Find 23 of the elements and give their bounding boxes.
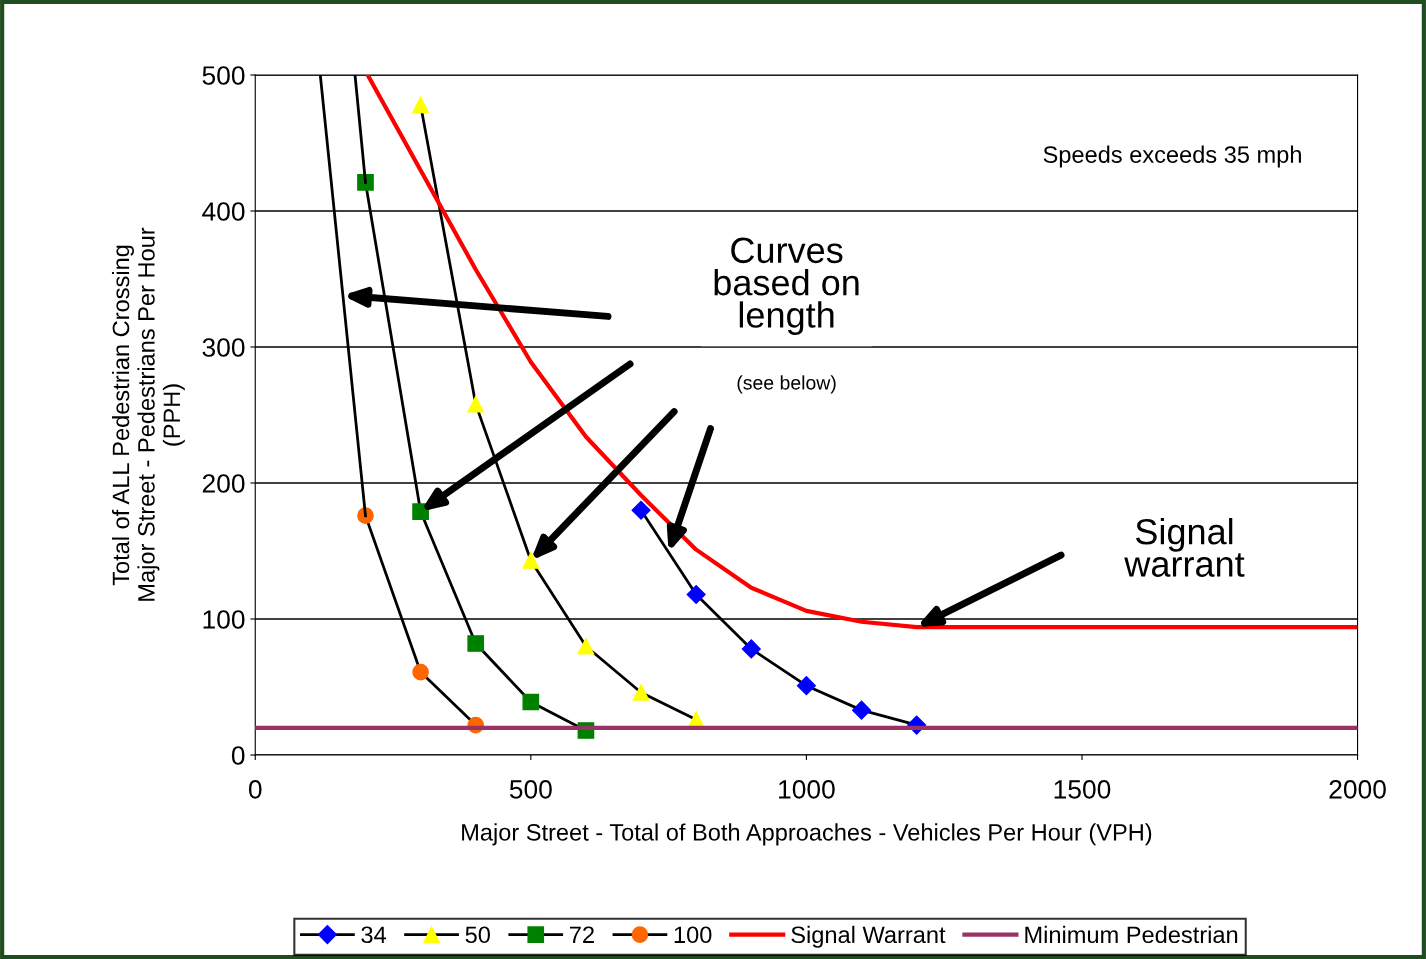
legend-label: Minimum Pedestrian xyxy=(1025,925,1238,944)
annotation: Speeds exceeds 35 mph xyxy=(1043,145,1301,168)
legend-label: 100 xyxy=(674,926,712,944)
y-tick-label: 0 xyxy=(231,746,245,765)
y-tick-label: 300 xyxy=(202,338,245,357)
annotation: (see below) xyxy=(737,375,836,394)
y-axis-title: Total of ALL Pedestrian Crossing Major Street - Pedestrians Per Hour (PPH) xyxy=(111,227,185,601)
y-tick-label: 500 xyxy=(202,66,245,85)
x-tick-label: 1000 xyxy=(779,780,835,799)
legend-label: 72 xyxy=(570,926,594,943)
legend-label: Signal Warrant xyxy=(791,925,946,948)
legend-label: 50 xyxy=(465,926,490,944)
x-axis-title: Major Street - Total of Both Approaches - Vehicles Per Hour (VPH) xyxy=(462,823,1152,846)
annotation: Curves based on length xyxy=(714,237,859,335)
x-tick-label: 1500 xyxy=(1054,780,1111,799)
x-tick-label: 500 xyxy=(509,780,552,799)
y-tick-label: 100 xyxy=(203,610,245,629)
y-tick-label: 200 xyxy=(202,474,245,493)
x-tick-label: 0 xyxy=(248,780,262,799)
legend-label: 34 xyxy=(361,926,387,944)
annotation: Signal warrant xyxy=(1124,518,1245,577)
y-tick-label: 400 xyxy=(202,202,245,221)
x-tick-label: 2000 xyxy=(1329,780,1386,799)
